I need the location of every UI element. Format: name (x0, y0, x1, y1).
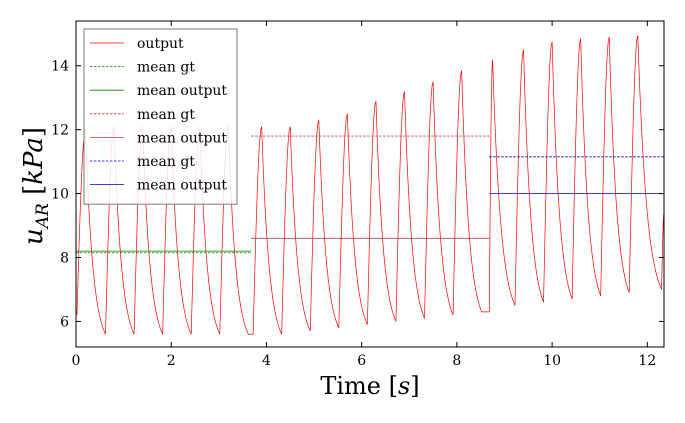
x-tick-label: 8 (452, 353, 461, 369)
x-axis-label-unit: s (398, 372, 410, 400)
y-axis-label-symbol: u (19, 228, 49, 245)
y-tick-label: 12 (51, 123, 69, 139)
output-series-line (76, 35, 664, 335)
y-axis-label-unit: kPa (19, 137, 49, 185)
y-tick-label: 8 (60, 251, 69, 267)
x-tick-label: 6 (357, 353, 366, 369)
legend: output mean gt mean output mean gt mean outp… (83, 28, 238, 205)
y-axis-label: uAR [kPa] (19, 127, 53, 245)
y-axis-label-subscript: AR (33, 203, 53, 230)
y-tick-label: 14 (51, 59, 69, 75)
plot-frame (75, 20, 665, 348)
axis-ticks: 0 2 4 6 8 10 12 6 8 10 12 14 (51, 21, 664, 369)
x-tick-label: 2 (167, 353, 176, 369)
legend-entry-label: mean output (137, 130, 227, 146)
chart-marks (76, 35, 664, 335)
legend-box (83, 28, 238, 205)
x-tick-label: 4 (262, 353, 271, 369)
x-axis-label: Time [s] (320, 372, 419, 400)
y-axis-label-unit-close: ] (19, 127, 49, 137)
legend-entry-label: mean gt (137, 60, 195, 76)
legend-entry-label: mean output (137, 83, 227, 99)
x-tick-label: 0 (72, 353, 81, 369)
x-axis-label-close: ] (410, 372, 419, 400)
legend-entry-label: output (137, 36, 184, 52)
x-axis-label-word: Time [ (320, 372, 398, 400)
legend-entry-label: mean gt (137, 107, 195, 123)
x-tick-label: 10 (543, 353, 561, 369)
y-tick-label: 10 (51, 187, 69, 203)
y-tick-label: 6 (60, 314, 69, 330)
legend-entry-label: mean gt (137, 154, 195, 170)
x-tick-label: 12 (638, 353, 656, 369)
legend-entry-label: mean output (137, 178, 227, 194)
y-axis-label-unit-open: [ (19, 185, 49, 203)
